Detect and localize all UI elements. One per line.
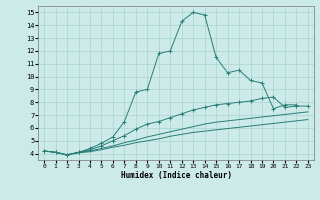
X-axis label: Humidex (Indice chaleur): Humidex (Indice chaleur) bbox=[121, 171, 231, 180]
